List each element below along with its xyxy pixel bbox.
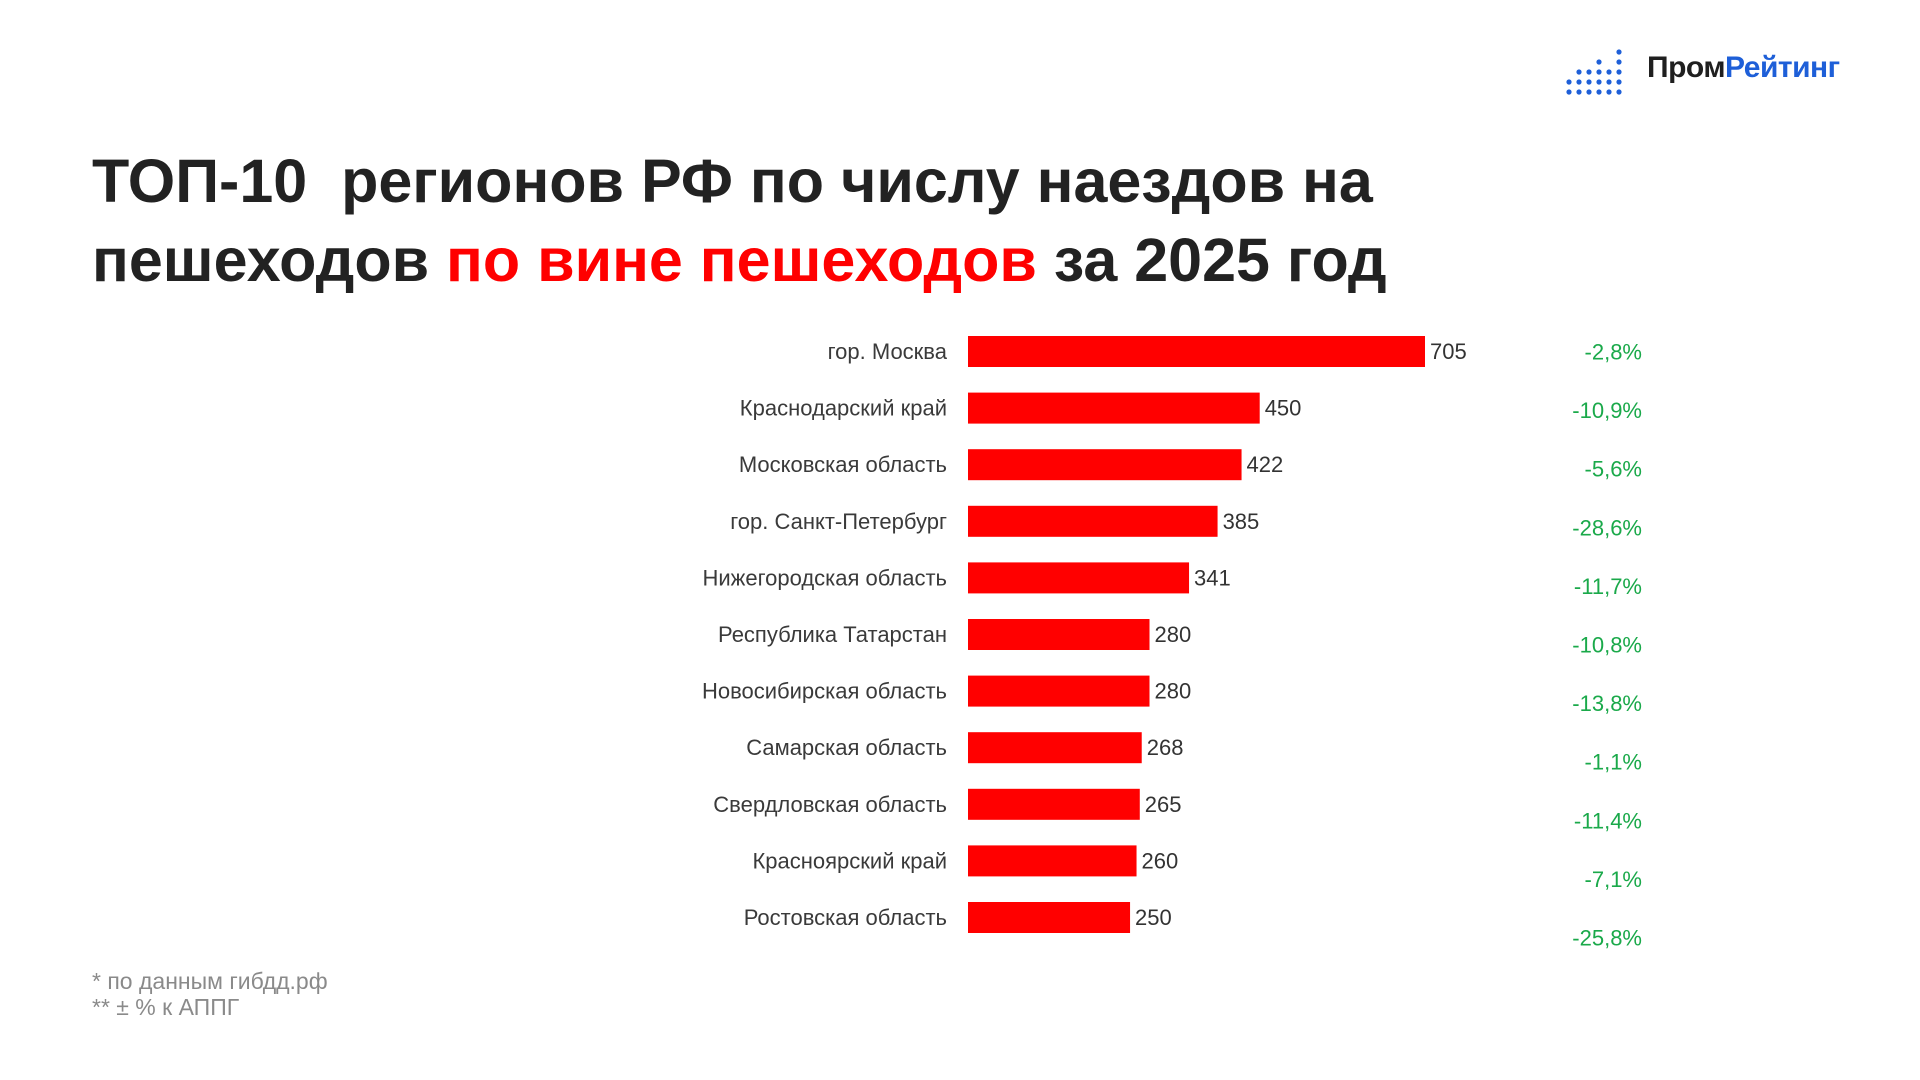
title-line2-after: за 2025 год <box>1036 226 1387 294</box>
category-label: Свердловская область <box>713 792 947 817</box>
bar <box>968 505 1218 537</box>
bar <box>968 336 1425 367</box>
change-label: -7,1% <box>1585 867 1642 892</box>
change-label: -11,7% <box>1574 574 1642 599</box>
brand-name-part1: Пром <box>1647 51 1726 84</box>
category-label: Ростовская область <box>744 905 947 930</box>
title-highlight: по вине пешеходов <box>446 226 1037 294</box>
page-title: ТОП-10 регионов РФ по числу наездов на п… <box>92 142 1742 300</box>
value-label: 250 <box>1135 905 1172 930</box>
title-line1: ТОП-10 регионов РФ по числу наездов на <box>92 147 1373 215</box>
change-label: -5,6% <box>1585 457 1642 482</box>
change-label: -13,8% <box>1572 691 1642 716</box>
change-label: -11,4% <box>1574 808 1642 833</box>
value-label: 280 <box>1155 622 1192 647</box>
value-label: 450 <box>1265 396 1302 421</box>
title-line2-before: пешеходов <box>92 226 447 294</box>
bar <box>968 788 1140 820</box>
bars-dots-icon <box>1566 49 1622 95</box>
category-label: гор. Москва <box>828 339 948 364</box>
category-label: Краснодарский край <box>740 396 947 421</box>
change-label: -10,9% <box>1572 398 1642 423</box>
bar <box>968 732 1142 764</box>
bar <box>968 449 1242 481</box>
footnote-source: * по данным гибдд.рф <box>92 968 328 994</box>
brand-name: ПромРейтинг <box>1647 51 1840 85</box>
category-label: Красноярский край <box>752 848 947 873</box>
change-label: -1,1% <box>1585 750 1642 775</box>
value-label: 341 <box>1194 565 1231 590</box>
brand-logo: ПромРейтинг <box>1565 40 1840 96</box>
category-label: Новосибирская область <box>702 679 947 704</box>
value-label: 268 <box>1147 735 1184 760</box>
value-label: 265 <box>1145 792 1182 817</box>
category-label: гор. Санкт-Петербург <box>730 509 947 534</box>
bar <box>968 392 1260 424</box>
category-label: Республика Татарстан <box>718 622 947 647</box>
bar <box>968 845 1137 877</box>
value-label: 705 <box>1430 339 1467 364</box>
value-label: 422 <box>1247 452 1284 477</box>
bar <box>968 902 1131 933</box>
change-label: -28,6% <box>1572 515 1642 540</box>
category-label: Московская область <box>739 452 947 477</box>
brand-name-part2: Рейтинг <box>1725 51 1840 84</box>
category-label: Самарская область <box>746 735 947 760</box>
footnotes: * по данным гибдд.рф ** ± % к АППГ <box>92 968 328 1020</box>
change-label: -10,8% <box>1572 633 1642 658</box>
category-label: Нижегородская область <box>702 565 947 590</box>
footnote-change: ** ± % к АППГ <box>92 994 240 1020</box>
bar <box>968 619 1150 650</box>
value-label: 385 <box>1223 509 1260 534</box>
bar <box>968 562 1190 594</box>
change-label: -2,8% <box>1585 340 1642 365</box>
value-label: 260 <box>1142 848 1179 873</box>
bar <box>968 675 1150 707</box>
change-label: -25,8% <box>1572 926 1642 951</box>
value-label: 280 <box>1155 679 1192 704</box>
